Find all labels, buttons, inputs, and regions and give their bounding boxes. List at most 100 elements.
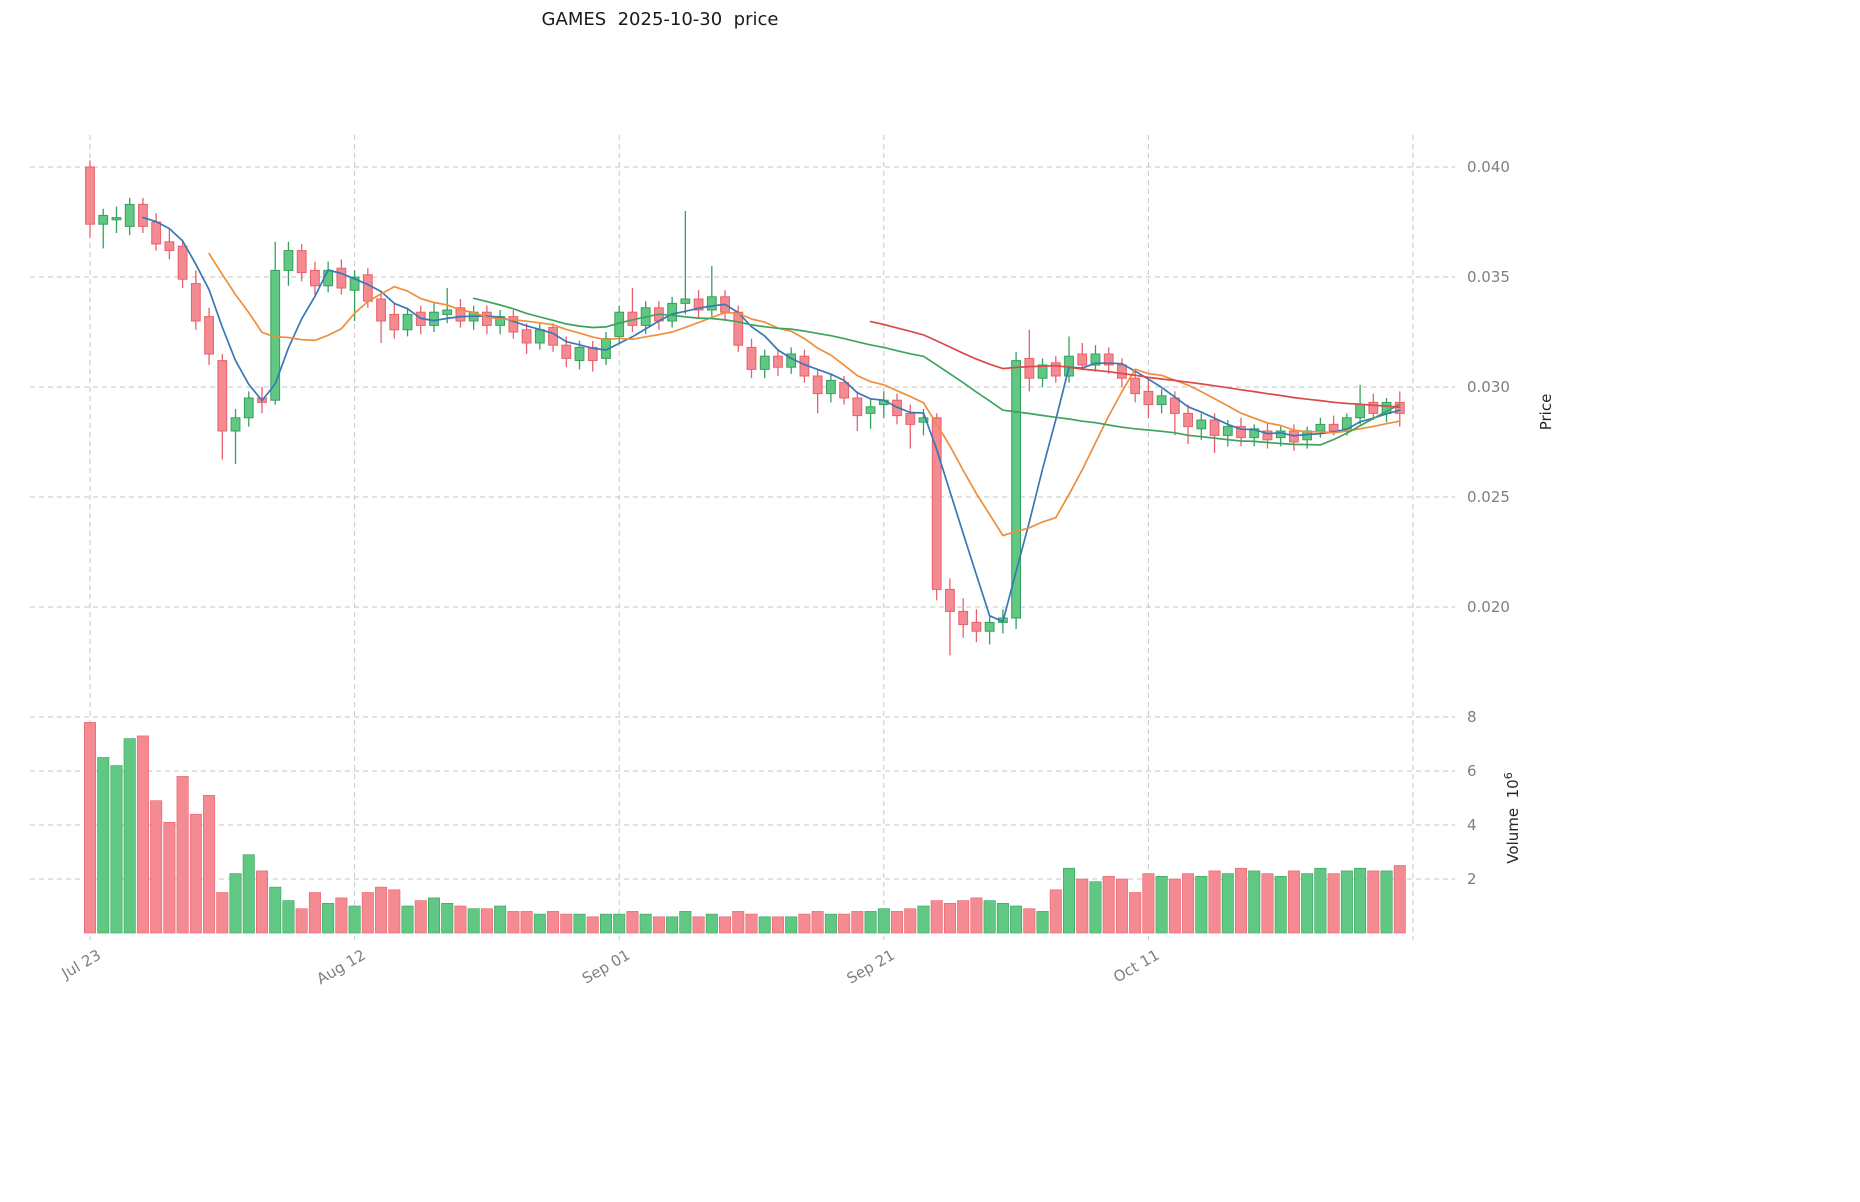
volume-bar bbox=[745, 913, 758, 934]
volume-bar bbox=[957, 900, 970, 934]
volume-bar bbox=[547, 911, 560, 934]
price-tick-label: 0.020 bbox=[1467, 598, 1510, 616]
volume-bar bbox=[150, 800, 163, 934]
volume-bar bbox=[1102, 875, 1115, 934]
volume-bar bbox=[838, 913, 851, 934]
volume-bar bbox=[1314, 867, 1327, 934]
volume-bar bbox=[1208, 870, 1221, 934]
volume-bar bbox=[758, 916, 771, 934]
volume-bar bbox=[1089, 881, 1102, 934]
volume-bar bbox=[1036, 911, 1049, 934]
volume-bar bbox=[586, 916, 599, 934]
candle-body bbox=[746, 346, 757, 370]
candle-body bbox=[587, 346, 598, 362]
volume-bar bbox=[824, 913, 837, 934]
candle-body bbox=[283, 250, 294, 271]
price-tick-label: 0.030 bbox=[1467, 378, 1510, 396]
volume-axis-label-base: Volume 10 bbox=[1504, 779, 1522, 864]
volume-bar bbox=[1327, 873, 1340, 934]
volume-bar bbox=[110, 765, 123, 934]
candle-body bbox=[1090, 353, 1101, 366]
candle-body bbox=[1143, 390, 1154, 406]
volume-bar bbox=[269, 886, 282, 934]
volume-bar bbox=[639, 913, 652, 934]
volume-bar bbox=[798, 913, 811, 934]
candle-body bbox=[111, 217, 122, 221]
candle-body bbox=[151, 221, 162, 245]
volume-bar bbox=[467, 908, 480, 934]
candle-body bbox=[402, 313, 413, 331]
candle-body bbox=[812, 375, 823, 395]
ma-line-5 bbox=[142, 216, 1401, 623]
candle-body bbox=[323, 269, 334, 287]
candle-body bbox=[1222, 426, 1233, 436]
candle-body bbox=[693, 298, 704, 311]
candle-body bbox=[1183, 412, 1193, 428]
candle-body bbox=[1103, 353, 1114, 366]
volume-bar bbox=[679, 911, 692, 934]
volume-bar bbox=[282, 900, 295, 934]
volume-bar bbox=[851, 911, 864, 934]
x-tick-label: Jul 23 bbox=[58, 946, 104, 983]
volume-bar bbox=[401, 905, 414, 934]
volume-bar bbox=[785, 916, 798, 934]
volume-tick-label: 8 bbox=[1467, 708, 1477, 726]
candle-body bbox=[1050, 362, 1061, 377]
volume-bar bbox=[771, 916, 784, 934]
candle-body bbox=[1130, 377, 1141, 395]
candle-body bbox=[98, 214, 109, 225]
volume-bar bbox=[136, 735, 149, 934]
candle-body bbox=[243, 397, 254, 419]
volume-bar bbox=[242, 854, 255, 934]
volume-axis-label-exponent: 6 bbox=[1502, 772, 1515, 780]
candle-body bbox=[376, 298, 386, 322]
candle-body bbox=[945, 588, 955, 612]
volume-bar bbox=[877, 908, 890, 934]
volume-bar bbox=[388, 889, 401, 934]
candle-body bbox=[759, 355, 770, 370]
volume-bar bbox=[123, 738, 136, 934]
candle-body bbox=[230, 417, 241, 432]
volume-bar bbox=[1354, 867, 1367, 934]
volume-bar bbox=[1380, 870, 1393, 934]
volume-tick-label: 4 bbox=[1467, 816, 1477, 834]
candle-body bbox=[455, 307, 466, 322]
volume-bar bbox=[652, 916, 665, 934]
volume-bar bbox=[441, 902, 454, 934]
volume-bar bbox=[1115, 878, 1128, 934]
volume-bar bbox=[996, 902, 1009, 934]
candle-body bbox=[958, 610, 969, 626]
volume-bar bbox=[427, 897, 440, 934]
volume-bar bbox=[295, 908, 308, 934]
candle-body bbox=[852, 397, 863, 417]
gridlines-layer bbox=[30, 135, 1455, 940]
volume-bar bbox=[494, 905, 507, 934]
candle-body bbox=[349, 276, 360, 291]
candle-body bbox=[574, 346, 585, 362]
candle-body bbox=[1355, 404, 1365, 419]
volume-bar bbox=[520, 911, 533, 934]
volume-bar bbox=[692, 916, 705, 934]
volume-bar bbox=[626, 911, 639, 934]
volume-bar bbox=[930, 900, 943, 934]
candle-body bbox=[296, 250, 307, 274]
volume-bar bbox=[983, 900, 996, 934]
candle-body bbox=[773, 355, 783, 368]
volume-bar bbox=[1063, 867, 1076, 934]
volume-bar bbox=[1367, 870, 1380, 934]
candle-body bbox=[1262, 430, 1273, 441]
volume-bar bbox=[1182, 873, 1195, 934]
candle-body bbox=[548, 327, 558, 346]
volume-bar bbox=[414, 900, 427, 934]
volume-bar bbox=[1340, 870, 1353, 934]
ma-line-30 bbox=[472, 297, 1401, 446]
volume-bar bbox=[1142, 873, 1155, 934]
candle-body bbox=[680, 298, 691, 304]
volume-bar bbox=[599, 913, 612, 934]
candle-body bbox=[442, 309, 453, 315]
volume-bars-layer bbox=[84, 722, 1406, 934]
x-tick-label: Aug 12 bbox=[314, 946, 369, 988]
volume-bar bbox=[917, 905, 930, 934]
candle-body bbox=[336, 267, 347, 289]
volume-bar bbox=[1010, 905, 1023, 934]
